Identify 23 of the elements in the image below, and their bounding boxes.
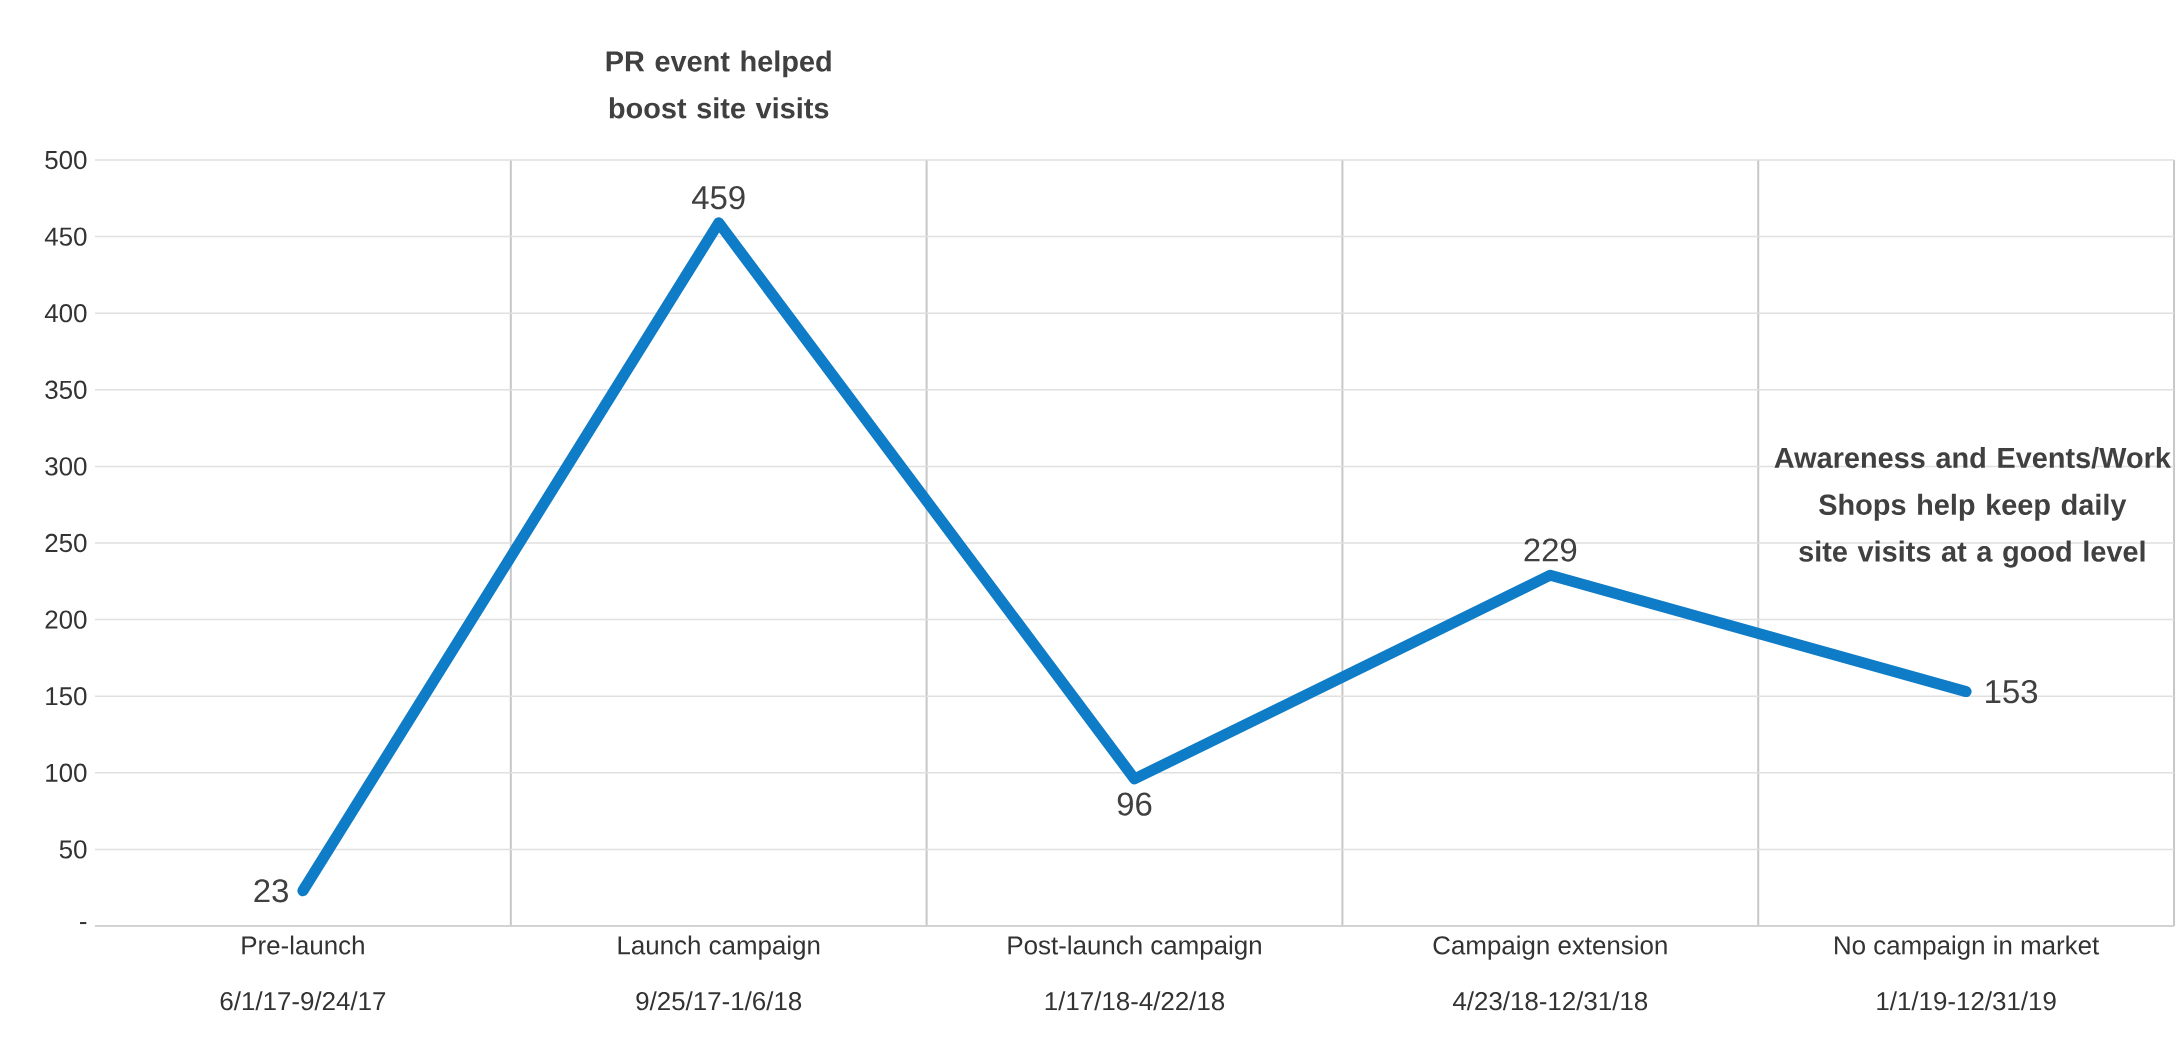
y-tick-label: 50 — [59, 840, 87, 859]
category-label: No campaign in market 1/1/19-12/31/19 — [1835, 935, 2100, 1011]
y-tick-label: 400 — [44, 304, 87, 323]
data-label: 229 — [1524, 538, 1577, 562]
y-tick-label: 450 — [44, 227, 87, 246]
text: PR event helped boost site visits — [606, 50, 831, 119]
y-tick-label: 200 — [45, 610, 87, 629]
data-label: 153 — [1986, 679, 2038, 704]
y-tick-label: 150 — [46, 687, 87, 706]
category-label: Launch campaign 9/25/17-1/6/18 — [618, 935, 820, 1011]
data-label: 96 — [1117, 792, 1152, 816]
y-tick-label: - — [80, 922, 87, 925]
y-tick-label: 300 — [45, 457, 87, 476]
data-label: 23 — [254, 879, 288, 903]
data-label: 459 — [692, 186, 745, 210]
annotation: Awareness and Events/Work Shops help keep daily site visits at a good level — [1774, 446, 2171, 568]
y-tick-label: 500 — [45, 150, 87, 170]
y-tick-label: 350 — [45, 380, 87, 399]
category-label: Campaign extension 4/23/18-12/31/18 — [1433, 935, 1667, 1011]
category-label: Post-launch campaign 1/17/18-4/22/18 — [1008, 935, 1261, 1011]
category-label: Pre-launch 6/1/17-9/24/17 — [220, 935, 386, 1011]
y-tick-label: 100 — [46, 763, 87, 782]
y-tick-label: 250 — [45, 533, 87, 553]
